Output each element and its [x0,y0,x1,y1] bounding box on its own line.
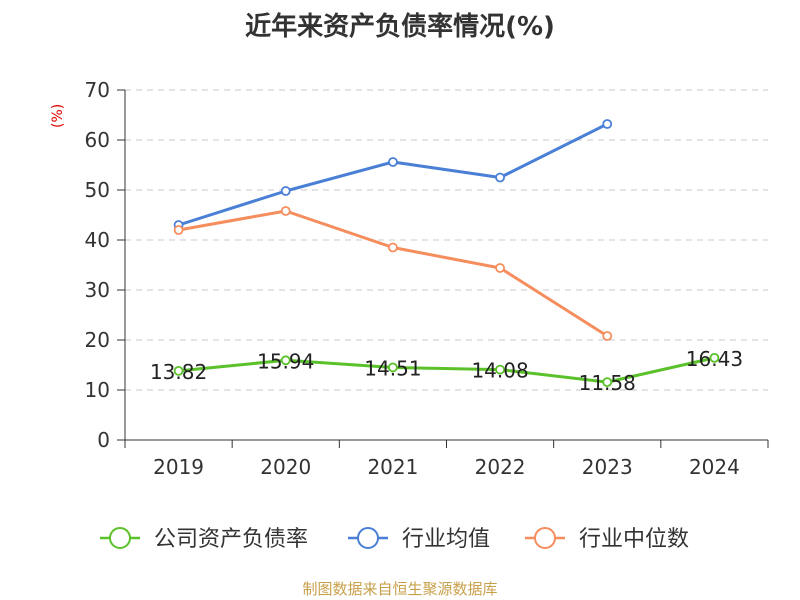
legend-marker-0 [109,527,131,549]
legend-marker-1 [357,527,379,549]
y-tick-label: 30 [85,278,110,302]
y-tick-label: 0 [97,428,110,452]
x-tick-label: 2020 [260,455,311,479]
data-point [602,331,613,341]
x-tick-label: 2022 [475,455,526,479]
legend-label-1: 行业均值 [402,527,490,552]
data-point [602,119,613,129]
x-tick-label: 2023 [582,455,633,479]
data-point [388,157,398,167]
source-note: 制图数据来自恒生聚源数据库 [302,580,498,598]
data-label: 13.82 [150,360,207,384]
chart-title: 近年来资产负债率情况(%) [245,12,555,42]
data-label: 14.51 [364,356,421,380]
data-label: 15.94 [257,349,314,373]
data-point [495,263,505,273]
series [173,119,720,388]
legend-label-0: 公司资产负债率 [154,527,308,552]
legend-label-2: 行业中位数 [579,527,689,552]
x-tick-label: 2024 [689,455,740,479]
series-line-1 [178,122,608,227]
gridlines [125,89,768,391]
data-point [495,172,505,183]
data-point [388,242,398,253]
axes: 0 10 20 30 40 50 60 70 2019 2020 2021 2022 2023 2024 [85,78,769,479]
data-point [280,186,291,196]
y-tick-label: 50 [85,178,110,202]
data-point [709,352,720,363]
data-point [280,355,291,366]
data-point [602,377,613,388]
data-label: 14.08 [471,359,528,383]
y-tick-label: 70 [85,78,110,102]
series-line-0 [178,356,715,384]
x-tick-label: 2019 [153,455,204,479]
data-labels: 13.82 15.94 14.51 14.08 11.58 16.43 [150,347,743,395]
data-point [388,362,398,373]
y-tick-label: 10 [85,378,110,402]
y-tick-label: 20 [85,328,110,352]
data-label: 11.58 [579,371,636,395]
y-tick-label: 40 [85,228,110,252]
data-point [173,225,184,235]
legend-marker-2 [534,527,556,549]
x-tick-label: 2021 [367,455,418,479]
legend: 公司资产负债率 行业均值 行业中位数 [100,527,689,552]
data-point [173,365,184,376]
data-point [280,206,291,216]
y-tick-label: 60 [85,128,110,152]
series-line-2 [178,209,609,338]
data-label: 16.43 [686,347,743,371]
data-point [495,364,505,375]
